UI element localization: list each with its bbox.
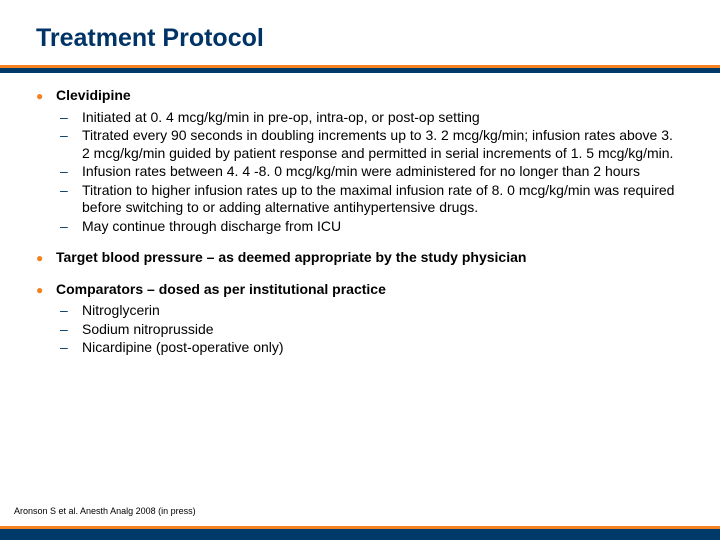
slide-body: Clevidipine Initiated at 0. 4 mcg/kg/min…	[0, 73, 720, 357]
bullet-label: Clevidipine	[56, 87, 131, 103]
sub-item: Infusion rates between 4. 4 -8. 0 mcg/kg…	[60, 163, 684, 181]
list-item: Comparators – dosed as per institutional…	[36, 281, 684, 357]
sub-item: Sodium nitroprusside	[60, 321, 684, 339]
citation: Aronson S et al. Anesth Analg 2008 (in p…	[14, 506, 196, 516]
bullet-label: Target blood pressure – as deemed approp…	[56, 249, 526, 265]
sub-item: Nitroglycerin	[60, 302, 684, 320]
slide: Treatment Protocol Clevidipine Initiated…	[0, 0, 720, 540]
sub-item: Titrated every 90 seconds in doubling in…	[60, 127, 684, 162]
title-divider	[0, 65, 720, 73]
divider-orange	[0, 65, 720, 68]
sub-item: Initiated at 0. 4 mcg/kg/min in pre-op, …	[60, 109, 684, 127]
sub-item: Titration to higher infusion rates up to…	[60, 182, 684, 217]
footer-orange	[0, 526, 720, 529]
sub-list: Nitroglycerin Sodium nitroprusside Nicar…	[56, 302, 684, 357]
sub-list: Initiated at 0. 4 mcg/kg/min in pre-op, …	[56, 109, 684, 236]
slide-title: Treatment Protocol	[36, 24, 684, 53]
footer-bar	[0, 526, 720, 540]
list-item: Clevidipine Initiated at 0. 4 mcg/kg/min…	[36, 87, 684, 235]
list-item: Target blood pressure – as deemed approp…	[36, 249, 684, 267]
sub-item: Nicardipine (post-operative only)	[60, 339, 684, 357]
bullet-list: Clevidipine Initiated at 0. 4 mcg/kg/min…	[36, 87, 684, 357]
bullet-label: Comparators – dosed as per institutional…	[56, 281, 386, 297]
title-area: Treatment Protocol	[0, 0, 720, 59]
sub-item: May continue through discharge from ICU	[60, 218, 684, 236]
